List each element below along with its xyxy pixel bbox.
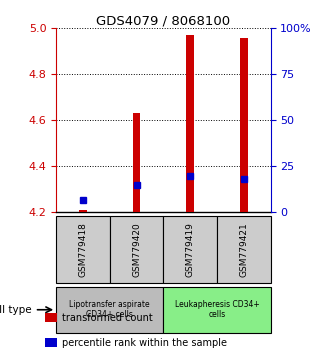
Text: Lipotransfer aspirate
CD34+ cells: Lipotransfer aspirate CD34+ cells <box>69 300 150 319</box>
Bar <box>133 113 140 212</box>
Bar <box>240 38 248 212</box>
Text: cell type: cell type <box>0 305 32 315</box>
Bar <box>163 216 217 283</box>
Bar <box>56 216 110 283</box>
Text: transformed count: transformed count <box>62 313 152 323</box>
Text: GSM779418: GSM779418 <box>79 222 87 277</box>
Text: percentile rank within the sample: percentile rank within the sample <box>62 338 227 348</box>
Text: GSM779420: GSM779420 <box>132 222 141 277</box>
Bar <box>45 338 57 347</box>
Bar <box>79 210 87 212</box>
Bar <box>45 313 57 322</box>
Text: GSM779419: GSM779419 <box>186 222 195 277</box>
Bar <box>163 287 271 333</box>
Title: GDS4079 / 8068100: GDS4079 / 8068100 <box>96 14 230 27</box>
Bar <box>56 287 163 333</box>
Text: GSM779421: GSM779421 <box>239 222 248 277</box>
Bar <box>186 35 194 212</box>
Bar <box>217 216 271 283</box>
Bar <box>110 216 163 283</box>
Text: Leukapheresis CD34+
cells: Leukapheresis CD34+ cells <box>175 300 259 319</box>
